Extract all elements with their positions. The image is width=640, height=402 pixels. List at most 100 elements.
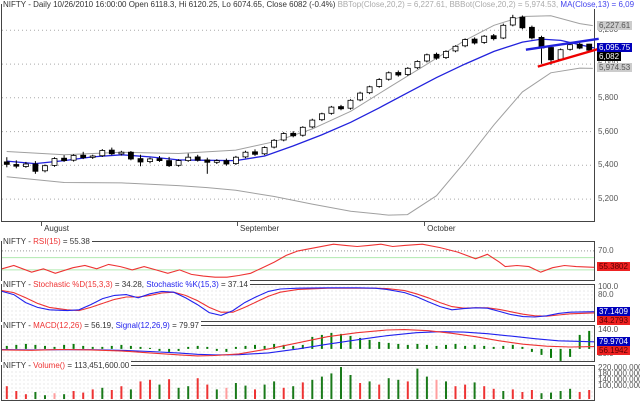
title-segment: = 55.38 [60, 237, 90, 246]
bollinger-lower [6, 67, 593, 216]
panel-header-stochastic: NIFTY - Stochastic %D(15,3,3) = 34.28, S… [2, 280, 250, 289]
y-tick-label-volume: 220,000,000.00 [598, 364, 640, 373]
title-segment: BBTop(Close,20,2) = 6,227.61, [337, 0, 450, 9]
title-segment: NIFTY - Daily 10/26/2010 16:00:00 Open 6… [3, 0, 338, 9]
y-tick-label-price: 5,400 [598, 161, 619, 170]
title-segment: = 113,451,600.00 [65, 361, 130, 370]
title-segment: Stochastic %D(15,3,3) [33, 280, 113, 289]
candle-up [42, 165, 48, 172]
candle-down [290, 132, 297, 137]
candle-down [529, 26, 535, 39]
y-tick-label-volume: 140,000,000.00 [598, 375, 640, 384]
candle-down [576, 43, 583, 49]
candle-down [471, 38, 478, 44]
stochastic-k [1, 287, 595, 318]
candle-up [557, 49, 564, 60]
candle-up [271, 139, 278, 148]
stochastic-d [1, 287, 595, 317]
panel-rsi [1, 241, 595, 281]
title-segment: Stochastic %K(15,3) [146, 280, 219, 289]
panel-volume [1, 365, 595, 401]
candle-up [423, 54, 430, 62]
candle-up [567, 44, 573, 50]
axis-badge-price: 6,227.61 [597, 20, 633, 30]
title-segment: BBBot(Close,20,2) = 5,974.53, [449, 0, 561, 9]
x-axis-label-october: October [427, 224, 456, 233]
price-plot [2, 14, 600, 216]
axis-badge-stochastic: 37.1409 [597, 306, 630, 316]
candle-up [414, 61, 421, 69]
candle-down [137, 158, 144, 163]
y-tick-label-stochastic: 100.0 [598, 282, 619, 291]
candle-up [118, 151, 125, 155]
candle-up [376, 79, 383, 87]
panel-header-volume: NIFTY - Volume() = 113,451,600.00 [2, 361, 132, 370]
title-segment: NIFTY - [3, 321, 34, 330]
x-axis-tick [41, 222, 43, 226]
panel-header-rsi: NIFTY - RSI(15) = 55.38 [2, 237, 92, 246]
y-tick-label-volume: 180,000,000.00 [598, 369, 640, 378]
candle-up [509, 17, 516, 26]
axis-badge-macd: 79.9704 [597, 336, 630, 346]
title-segment: Volume() [33, 361, 66, 370]
candle-up [175, 160, 182, 166]
volume-plot [5, 367, 591, 399]
rsi-15 [1, 243, 595, 278]
y-tick-label-macd: 140.0 [598, 325, 619, 334]
candle-up [51, 158, 58, 166]
title-segment: = 34.28, [112, 280, 147, 289]
candle-up [242, 151, 249, 158]
panel-header-macd: NIFTY - MACD(12,26) = 56.19, Signal(12,2… [2, 321, 201, 330]
title-segment: = 56.19, [81, 321, 116, 330]
candle-up [22, 163, 29, 167]
stochastic-plot [1, 287, 595, 318]
axis-badge-price: 6,082 [597, 51, 622, 61]
title-segment: Signal(12,26,9) [115, 321, 170, 330]
title-segment: RSI(15) [33, 237, 61, 246]
candle-up [147, 158, 153, 162]
candle-up [309, 119, 316, 128]
axis-badge-stochastic: 34.2793 [597, 315, 630, 325]
title-segment: = 79.97 [169, 321, 199, 330]
candle-down [519, 16, 526, 29]
candle-down [166, 160, 173, 167]
candle-down [548, 47, 554, 61]
candle-down [3, 161, 10, 165]
candle-down [223, 160, 230, 165]
title-segment: MACD(12,26) [33, 321, 82, 330]
panel-header-price: NIFTY - Daily 10/26/2010 16:00:00 Open 6… [2, 0, 637, 9]
candle-down [108, 149, 115, 155]
candle-up [481, 35, 488, 43]
ma-13 [6, 38, 595, 165]
axis-badge-price: 5,974.53 [597, 63, 633, 73]
candle-up [443, 51, 449, 59]
candle-down [252, 151, 258, 155]
title-segment: MA(Close,13) = 6,09 [560, 0, 635, 9]
candle-up [318, 113, 325, 121]
rsi-plot [1, 243, 595, 278]
candle-up [185, 156, 192, 161]
trendline-resistance-blue [525, 37, 599, 51]
x-axis-tick [237, 222, 239, 226]
candle-up [366, 86, 373, 94]
title-segment: = 37.14 [218, 280, 248, 289]
candle-down [433, 53, 440, 59]
candle-up [99, 150, 106, 157]
candle-up [261, 147, 268, 155]
x-axis-tick [424, 222, 426, 226]
candle-down [395, 72, 402, 76]
candle-down [338, 106, 344, 110]
axis-badge-macd: 56.1942 [597, 345, 630, 355]
y-tick-label-rsi: 70.0 [598, 246, 614, 255]
candle-down [586, 43, 593, 51]
x-axis-label-august: August [44, 224, 69, 233]
candle-up [213, 160, 220, 163]
candle-up [328, 106, 335, 114]
macd-plot [1, 329, 595, 361]
candle-down [156, 158, 163, 162]
title-segment: NIFTY - [3, 361, 34, 370]
bollinger-upper [6, 15, 593, 156]
candle-down [13, 164, 20, 167]
candle-up [404, 67, 411, 75]
